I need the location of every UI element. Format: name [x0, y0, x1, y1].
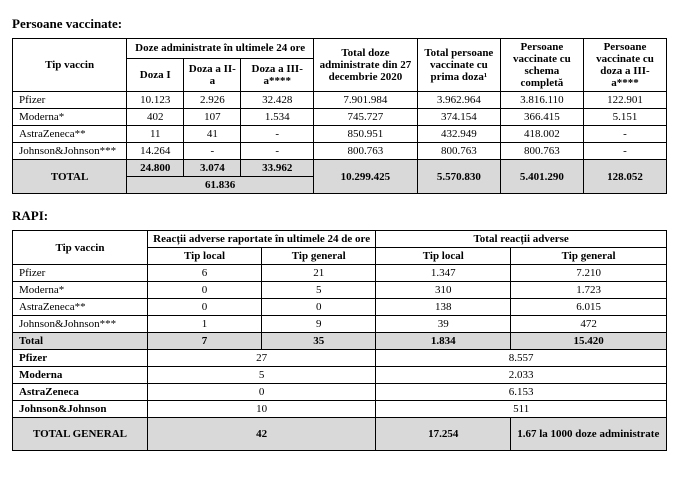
- table-row: Johnson&Johnson***1939472: [13, 316, 667, 333]
- hdr-total27: Total doze administrate din 27 decembrie…: [314, 39, 418, 92]
- table-row: Pfizer278.557: [13, 350, 667, 367]
- table-row: AstraZeneca06.153: [13, 384, 667, 401]
- table-row: Pfizer10.1232.92632.4287.901.9843.962.96…: [13, 92, 667, 109]
- subtotal-row: Total7351.83415.420: [13, 333, 667, 350]
- hdr-prima: Total persoane vaccinate cu prima doza¹: [417, 39, 500, 92]
- hdr-doza3: Persoane vaccinate cu doza a III-a****: [583, 39, 666, 92]
- grand-total-row: TOTAL GENERAL 42 17.254 1.67 la 1000 doz…: [13, 418, 667, 451]
- hdr2-general2: Tip general: [511, 248, 667, 265]
- rapi-table: Tip vaccin Reacții adverse raportate în …: [12, 230, 667, 451]
- total-row: TOTAL 24.8003.07433.962 10.299.4255.570.…: [13, 160, 667, 177]
- hdr2-react-total: Total reacții adverse: [376, 231, 667, 248]
- hdr2-local2: Tip local: [376, 248, 511, 265]
- hdr2-tip: Tip vaccin: [13, 231, 148, 265]
- hdr2-general1: Tip general: [262, 248, 376, 265]
- hdr-doze24: Doze administrate în ultimele 24 ore: [127, 39, 314, 59]
- table-row: AstraZeneca**001386.015: [13, 299, 667, 316]
- hdr-d1: Doza I: [127, 58, 184, 91]
- hdr2-react24: Reacții adverse raportate în ultimele 24…: [147, 231, 375, 248]
- table-row: Johnson&Johnson10511: [13, 401, 667, 418]
- table-row: Moderna52.033: [13, 367, 667, 384]
- table-row: AstraZeneca**1141-850.951432.949418.002-: [13, 126, 667, 143]
- section1-title: Persoane vaccinate:: [12, 16, 667, 32]
- hdr-tip: Tip vaccin: [13, 39, 127, 92]
- hdr2-local1: Tip local: [147, 248, 261, 265]
- table-row: Moderna*053101.723: [13, 282, 667, 299]
- section2-title: RAPI:: [12, 208, 667, 224]
- table-row: Moderna*4021071.534745.727374.154366.415…: [13, 109, 667, 126]
- table-row: Pfizer6211.3477.210: [13, 265, 667, 282]
- table-row: Johnson&Johnson***14.264--800.763800.763…: [13, 143, 667, 160]
- hdr-d2: Doza a II-a: [184, 58, 241, 91]
- hdr-completa: Persoane vaccinate cu schema completă: [500, 39, 583, 92]
- hdr-d3: Doza a III-a****: [241, 58, 314, 91]
- vaccinated-table: Tip vaccin Doze administrate în ultimele…: [12, 38, 667, 194]
